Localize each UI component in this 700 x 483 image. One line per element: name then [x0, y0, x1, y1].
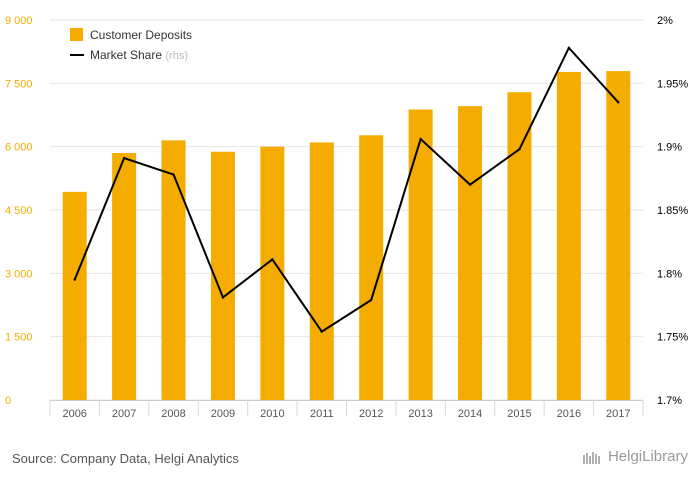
x-tick-label: 2014: [458, 408, 482, 420]
bar: [606, 71, 631, 400]
line-point: [468, 183, 472, 186]
bar: [112, 153, 137, 400]
line-point: [122, 156, 126, 160]
bar: [507, 92, 532, 400]
bar: [359, 135, 384, 400]
line-point: [320, 330, 323, 333]
line-point: [271, 258, 274, 261]
x-tick-label: 2011: [310, 408, 334, 420]
y-right-tick-label: 2%: [657, 15, 673, 27]
legend-swatch-bar: [70, 28, 83, 41]
bar: [309, 142, 334, 400]
y-right-tick-label: 1.9%: [657, 142, 682, 154]
bar: [408, 109, 433, 400]
series-line-market-share: [73, 46, 620, 333]
x-tick-label: 2012: [359, 408, 383, 420]
legend-label-market-share: Market Share (rhs): [90, 48, 188, 62]
y-left-tick-label: 3 000: [5, 268, 33, 280]
y-left-tick-label: 1 500: [5, 332, 33, 344]
bar: [260, 146, 285, 400]
y-left-tick-label: 7 500: [5, 78, 33, 90]
x-tick-label: 2010: [260, 408, 284, 420]
line-point: [419, 137, 422, 141]
line-point: [617, 101, 620, 104]
x-tick-label: 2015: [507, 408, 531, 420]
line-point: [567, 46, 571, 50]
y-right-tick-label: 1.7%: [657, 395, 682, 407]
y-right-tick-label: 1.8%: [657, 268, 682, 280]
bar: [161, 140, 186, 401]
line-point: [518, 148, 521, 151]
legend-suffix-rhs: (rhs): [165, 50, 188, 62]
y-right-tick-label: 1.85%: [657, 205, 688, 217]
x-tick-label: 2013: [408, 408, 432, 420]
x-tick-label: 2006: [62, 408, 86, 420]
x-tick-label: 2017: [606, 408, 630, 420]
legend-label-customer-deposits: Customer Deposits: [90, 28, 192, 42]
library-icon: [582, 451, 600, 464]
line-point: [370, 298, 373, 302]
y-right-tick-label: 1.95%: [657, 78, 688, 90]
x-tick-label: 2008: [161, 408, 185, 420]
x-tick-label: 2007: [112, 408, 136, 420]
bar: [458, 106, 483, 400]
line-point: [73, 278, 76, 281]
line-point: [221, 296, 225, 299]
x-tick-label: 2009: [211, 408, 235, 420]
y-left-tick-label: 4 500: [5, 205, 33, 217]
source-text: Source: Company Data, Helgi Analytics: [12, 451, 239, 466]
x-tick-label: 2016: [557, 408, 581, 420]
brand-logo: HelgiLibrary: [582, 448, 688, 465]
brand-name: HelgiLibrary: [607, 448, 688, 465]
y-right-tick-label: 1.75%: [657, 332, 688, 344]
y-left-tick-label: 6 000: [5, 142, 33, 154]
y-left-tick-label: 9 000: [5, 15, 33, 27]
line-point: [172, 173, 175, 176]
y-left-tick-label: 0: [5, 395, 11, 407]
bar: [556, 71, 581, 400]
chart-svg: 0 1 500 3 000 4 500 6 000 7 500 9 000 1.7% 1.75%…: [5, 15, 688, 420]
bar: [62, 191, 87, 400]
